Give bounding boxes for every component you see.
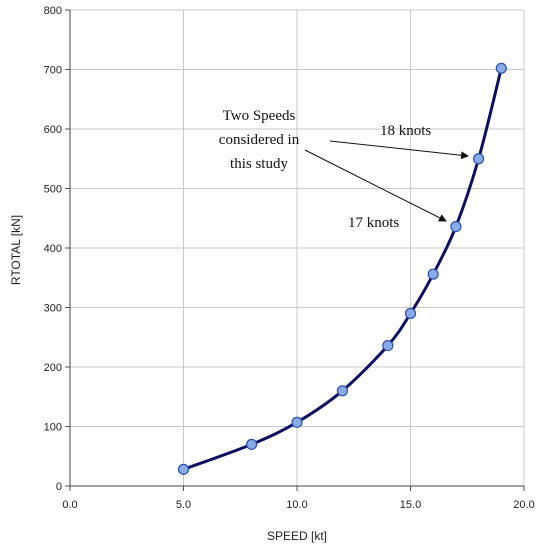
y-tick-label: 400 [44, 243, 62, 255]
y-tick-label: 100 [44, 422, 62, 434]
annotation-label-18-knots: 18 knots [380, 123, 431, 139]
data-point [336, 385, 348, 397]
y-tick-label: 200 [44, 362, 62, 374]
data-point [473, 153, 485, 165]
data-point [177, 463, 190, 475]
annotation-label-17-knots: 17 knots [348, 215, 399, 231]
annotations: Two Speeds considered in this study 18 k… [219, 108, 469, 231]
tick-labels: 0.0 5.0 10.0 15.0 20.0 0 100 200 300 400 500 600 700… [44, 5, 535, 511]
annotation-arrow-17-knots [304, 149, 447, 222]
annotation-arrow-18-knots [329, 140, 469, 160]
annotation-note-line-2: considered in [219, 132, 300, 148]
x-axis-label: SPEED [kt] [267, 529, 327, 543]
y-tick-label: 600 [44, 124, 62, 136]
data-point [291, 416, 303, 428]
data-point [450, 220, 462, 233]
data-point [382, 339, 394, 352]
y-tick-label: 500 [44, 184, 62, 196]
y-tick-label: 0 [56, 481, 62, 493]
grid-lines [69, 9, 525, 487]
annotation-note-line-1: Two Speeds [223, 108, 296, 124]
annotation-note-line-3: this study [230, 156, 288, 172]
data-point [404, 307, 417, 320]
x-tick-label: 15.0 [400, 499, 421, 511]
axes [65, 9, 525, 491]
data-point [246, 438, 258, 450]
y-tick-label: 800 [44, 5, 62, 17]
x-tick-label: 10.0 [286, 499, 307, 511]
y-tick-label: 700 [44, 65, 62, 77]
x-tick-label: 20.0 [513, 499, 534, 511]
data-markers [177, 62, 507, 475]
data-point [427, 268, 439, 280]
x-tick-label: 0.0 [62, 499, 77, 511]
y-axis-label: RTOTAL [kN] [9, 215, 23, 285]
data-point [495, 62, 507, 74]
data-series [182, 67, 503, 471]
series-line [182, 67, 503, 471]
y-tick-label: 300 [44, 303, 62, 315]
x-tick-label: 5.0 [176, 499, 191, 511]
